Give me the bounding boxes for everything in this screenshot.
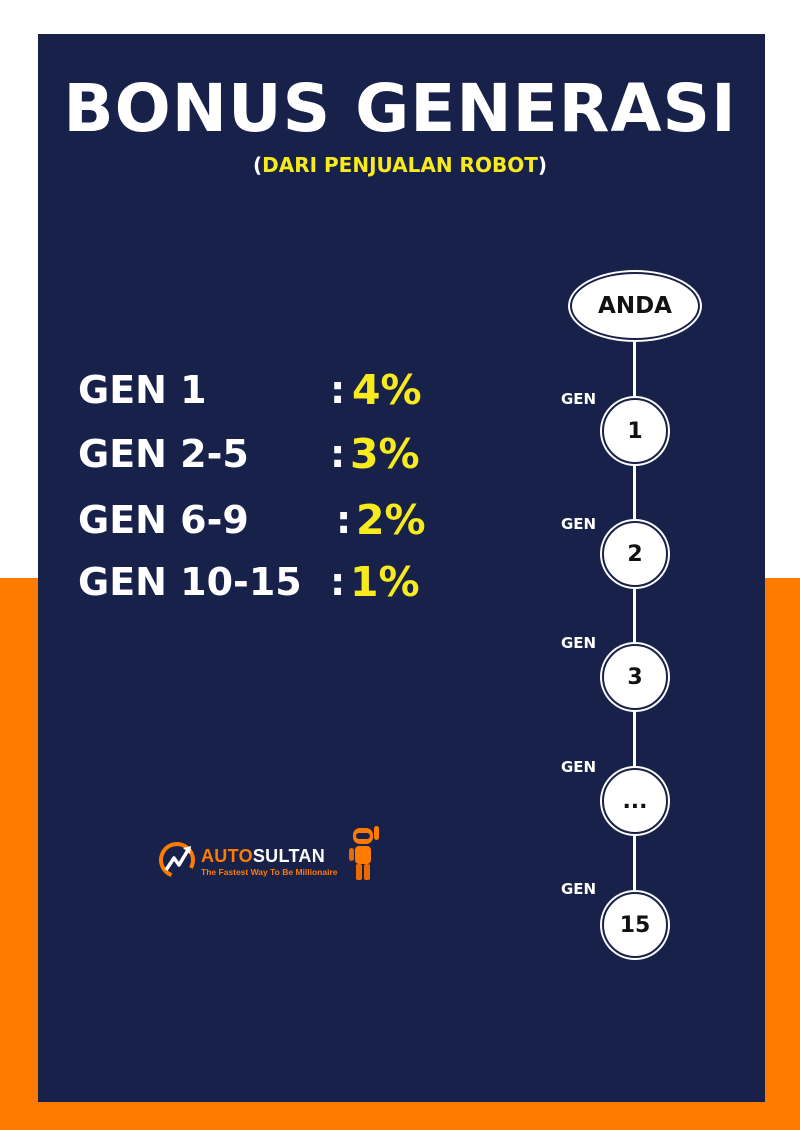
rate-label: GEN 6-9: [78, 498, 249, 542]
rate-row-gen-10-15: GEN 10-15 : 1%: [78, 552, 478, 612]
gen-tag: GEN: [561, 880, 597, 898]
rate-row-gen-1: GEN 1 : 4%: [78, 360, 478, 420]
tree-node-gen-3: 3: [602, 644, 668, 710]
logo-wordmark: AUTOSULTAN: [201, 846, 325, 867]
rate-value: 3%: [350, 430, 420, 478]
rate-label: GEN 10-15: [78, 560, 302, 604]
subtitle-text: DARI PENJUALAN ROBOT: [262, 153, 538, 177]
rate-label: GEN 2-5: [78, 432, 249, 476]
logo-word-sultan: SULTAN: [252, 846, 325, 866]
rate-colon: :: [330, 368, 346, 412]
subtitle-paren-open: (: [253, 153, 263, 177]
autosultan-logo: AUTOSULTAN The Fastest Way To Be Million…: [157, 824, 383, 884]
logo-arrow-emblem-icon: [159, 842, 195, 878]
subtitle-paren-close: ): [537, 153, 547, 177]
rate-colon: :: [330, 432, 346, 476]
tree-node-gen-ellipsis: ...: [602, 768, 668, 834]
gen-tag: GEN: [561, 634, 597, 652]
rate-row-gen-6-9: GEN 6-9 : 2%: [78, 490, 478, 550]
rate-value: 1%: [350, 558, 420, 606]
tree-node-gen-1: 1: [602, 398, 668, 464]
rate-value: 2%: [356, 496, 426, 544]
gen-tag: GEN: [561, 390, 597, 408]
rate-label: GEN 1: [78, 368, 207, 412]
rate-colon: :: [336, 498, 352, 542]
rate-value: 4%: [352, 366, 422, 414]
page-subtitle: (DARI PENJUALAN ROBOT): [0, 152, 800, 178]
robot-mascot-icon: [349, 826, 379, 880]
rate-row-gen-2-5: GEN 2-5 : 3%: [78, 424, 478, 484]
gen-tag: GEN: [561, 758, 597, 776]
rate-colon: :: [330, 560, 346, 604]
page-title: BONUS GENERASI: [63, 70, 737, 147]
tree-root-node: ANDA: [570, 272, 700, 340]
gen-tag: GEN: [561, 515, 597, 533]
logo-tagline: The Fastest Way To Be Millionaire: [201, 867, 338, 877]
tree-connector-line: [633, 336, 636, 904]
logo-word-auto: AUTO: [201, 846, 253, 866]
tree-node-gen-15: 15: [602, 892, 668, 958]
tree-node-gen-2: 2: [602, 521, 668, 587]
